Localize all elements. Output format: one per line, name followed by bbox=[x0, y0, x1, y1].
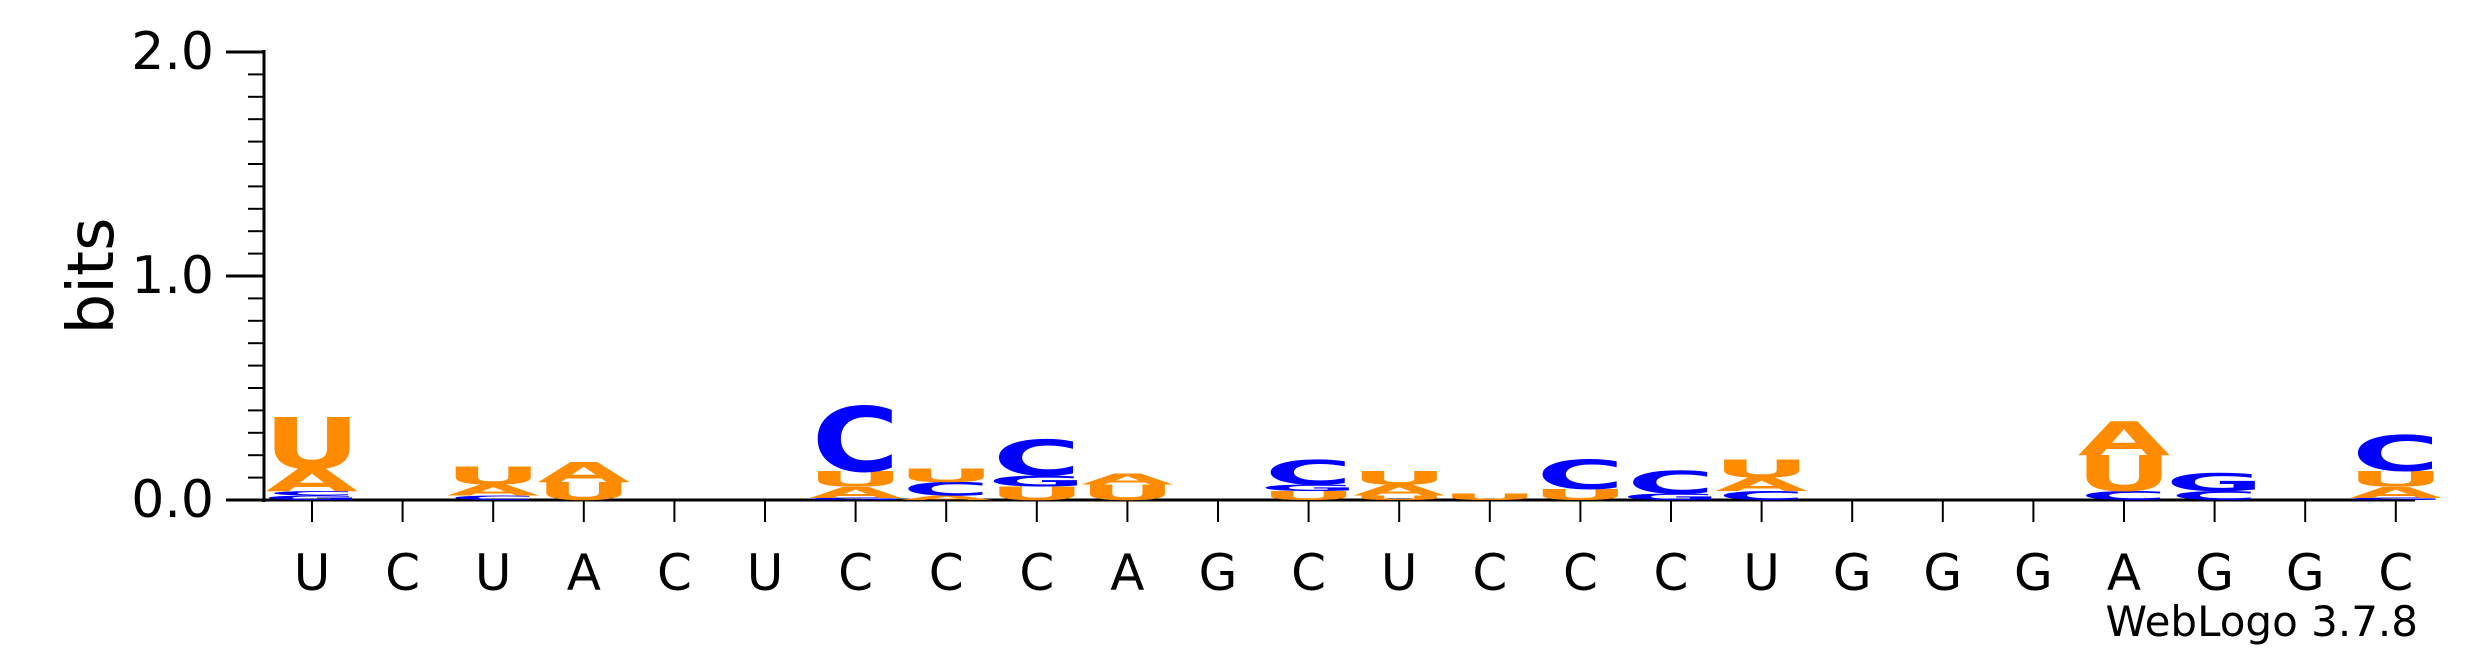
y-tick-label: 1.0 bbox=[131, 246, 214, 306]
y-tick-label: 2.0 bbox=[131, 22, 214, 82]
x-tick-label: U bbox=[475, 544, 512, 602]
x-tick-label: G bbox=[1199, 544, 1238, 602]
logo-letter-U: U bbox=[1079, 480, 1176, 505]
logo-letter-U: U bbox=[1351, 468, 1448, 489]
logo-letter-A: A bbox=[1715, 474, 1807, 495]
x-tick-label: G bbox=[2286, 544, 2325, 602]
logo-letter-A: A bbox=[2078, 413, 2170, 466]
logo-letter-A: A bbox=[447, 481, 540, 499]
x-tick-label: U bbox=[747, 544, 784, 602]
logo-letter-C: C bbox=[902, 479, 990, 500]
logo-letter-A: A bbox=[538, 457, 630, 489]
logo-letter-A: A bbox=[809, 484, 902, 502]
x-tick-label: C bbox=[1472, 544, 1507, 602]
logo-letter-A: A bbox=[2350, 484, 2443, 502]
x-tick-label: A bbox=[1110, 544, 1144, 602]
logo-letter-U: U bbox=[1351, 494, 1448, 501]
logo-letter-A: A bbox=[1081, 470, 1174, 488]
x-tick-label: C bbox=[385, 544, 420, 602]
logo-letter-A: A bbox=[900, 494, 993, 501]
y-axis: 2.0 1.0 0.0 bits bbox=[55, 22, 266, 530]
logo-letter-C: C bbox=[993, 430, 1081, 488]
x-tick-label: C bbox=[1019, 544, 1054, 602]
logo-letter-U: U bbox=[1713, 455, 1810, 483]
y-tick-label: 0.0 bbox=[131, 470, 214, 530]
x-tick-label: G bbox=[2014, 544, 2053, 602]
logo-letter-U: U bbox=[445, 462, 542, 490]
x-tick-label: C bbox=[838, 544, 873, 602]
logo-letter-C: C bbox=[812, 388, 900, 492]
logo-letter-G: G bbox=[1622, 491, 1720, 502]
logo-letter-U: U bbox=[807, 467, 904, 492]
logo-letter-U: U bbox=[898, 465, 995, 486]
logo-letter-C: C bbox=[2352, 425, 2440, 483]
x-tick-label: C bbox=[1654, 544, 1689, 602]
logo-letter-C: C bbox=[2080, 489, 2168, 503]
y-axis-title: bits bbox=[55, 218, 129, 335]
x-tick-label: U bbox=[294, 544, 331, 602]
x-tick-label: G bbox=[1923, 544, 1962, 602]
logo-letter-U: U bbox=[1260, 489, 1357, 503]
x-tick-label: C bbox=[1563, 544, 1598, 602]
logo-letter-G: G bbox=[2166, 469, 2264, 497]
weblogo-credit: WebLogo 3.7.8 bbox=[2106, 597, 2419, 646]
logo-letter-U: U bbox=[988, 483, 1085, 504]
logo-letter-C: C bbox=[268, 490, 356, 497]
logo-letter-A: A bbox=[1353, 481, 1446, 499]
logo-letter-C: C bbox=[1718, 489, 1806, 503]
logo-letter-G: G bbox=[1260, 482, 1358, 493]
x-tick-label: C bbox=[1291, 544, 1326, 602]
x-tick-label: C bbox=[2378, 544, 2413, 602]
logo-letter-G: G bbox=[807, 497, 905, 501]
x-tick-label: G bbox=[1833, 544, 1872, 602]
logo-letter-G: G bbox=[988, 473, 1086, 491]
logo-letter-U: U bbox=[2076, 445, 2173, 503]
logo-letter-U: U bbox=[1441, 491, 1538, 502]
logo-letter-C: C bbox=[449, 494, 537, 501]
x-tick-label: C bbox=[657, 544, 692, 602]
x-tick-label: G bbox=[2195, 544, 2234, 602]
logo-letter-U: U bbox=[2347, 467, 2444, 492]
logo-letter-C: C bbox=[1627, 465, 1715, 501]
logo-letter-G: G bbox=[263, 494, 361, 501]
logo-letter-U: U bbox=[535, 478, 632, 506]
x-tick-label: U bbox=[1381, 544, 1418, 602]
logo-letter-G: G bbox=[2347, 497, 2445, 501]
x-tick-label: A bbox=[567, 544, 601, 602]
x-tick-label: A bbox=[2107, 544, 2141, 602]
logo-letter-C: C bbox=[1537, 452, 1625, 499]
logo-letter-U: U bbox=[1532, 486, 1629, 504]
logo-letter-C: C bbox=[1265, 453, 1353, 492]
x-tick-label: C bbox=[929, 544, 964, 602]
logo-letter-C: C bbox=[2171, 489, 2259, 503]
x-tick-label: U bbox=[1743, 544, 1780, 602]
logo-letter-U: U bbox=[264, 404, 361, 486]
logo-letter-A: A bbox=[266, 463, 359, 499]
